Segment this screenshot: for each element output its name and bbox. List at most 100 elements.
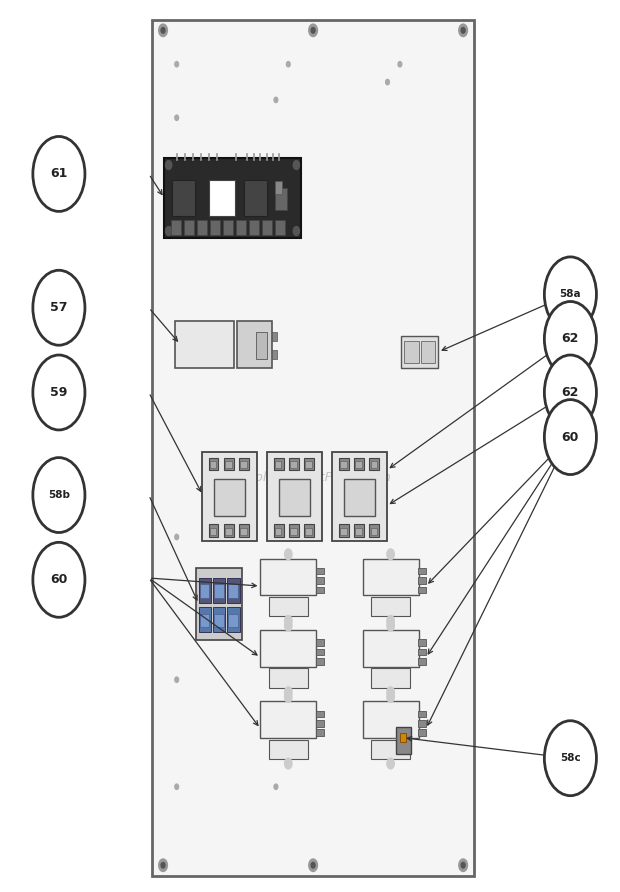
Circle shape (161, 28, 165, 33)
Bar (249, 220, 259, 235)
Text: 60: 60 (50, 574, 68, 586)
Circle shape (166, 227, 172, 235)
Circle shape (274, 97, 278, 103)
Circle shape (309, 859, 317, 871)
Circle shape (175, 115, 179, 120)
Bar (418, 658, 426, 665)
Bar (236, 220, 246, 235)
Bar (196, 568, 242, 640)
Bar (339, 458, 348, 470)
Bar (272, 350, 277, 359)
Bar (279, 479, 310, 516)
Circle shape (461, 863, 465, 868)
Bar (170, 220, 181, 235)
Bar (290, 528, 297, 535)
Bar (260, 701, 316, 738)
Circle shape (274, 784, 278, 789)
Bar (197, 220, 207, 235)
Text: 57: 57 (50, 301, 68, 314)
Circle shape (161, 863, 165, 868)
Circle shape (285, 620, 292, 631)
Bar (363, 558, 419, 595)
Circle shape (33, 136, 85, 211)
Bar (202, 452, 257, 541)
Bar (244, 180, 267, 216)
Bar (274, 458, 283, 470)
Circle shape (387, 687, 394, 698)
Bar (210, 220, 220, 235)
Bar (354, 458, 364, 470)
Text: 58b: 58b (48, 490, 70, 500)
Circle shape (387, 615, 394, 626)
Bar (225, 461, 232, 468)
Text: 60: 60 (562, 431, 579, 443)
Bar (275, 461, 281, 468)
Circle shape (285, 687, 292, 698)
Bar (275, 188, 287, 211)
Bar (200, 614, 210, 627)
Bar (256, 332, 267, 359)
Bar (418, 577, 426, 584)
Circle shape (459, 24, 467, 37)
Circle shape (309, 24, 317, 37)
Circle shape (175, 784, 179, 789)
Bar (355, 461, 362, 468)
Circle shape (387, 620, 394, 631)
Bar (363, 630, 419, 666)
Circle shape (285, 758, 292, 769)
Text: 58c: 58c (560, 753, 581, 764)
Bar (306, 528, 312, 535)
Bar (200, 584, 210, 598)
Bar (400, 733, 406, 742)
Bar (370, 458, 379, 470)
Bar (371, 739, 410, 759)
Bar (241, 528, 247, 535)
Bar (198, 607, 211, 632)
Circle shape (387, 549, 394, 559)
Bar (213, 607, 226, 632)
Circle shape (33, 458, 85, 533)
Bar (316, 587, 324, 593)
Bar (184, 220, 194, 235)
Bar (418, 648, 426, 656)
Text: 59: 59 (50, 386, 68, 399)
Circle shape (544, 400, 596, 475)
Bar (275, 528, 281, 535)
Bar (239, 458, 249, 470)
Bar (267, 452, 322, 541)
Circle shape (286, 62, 290, 67)
Circle shape (285, 549, 292, 559)
Bar (316, 640, 324, 646)
Bar (209, 458, 218, 470)
Bar (241, 461, 247, 468)
Bar (316, 577, 324, 584)
Bar (164, 158, 301, 238)
Circle shape (398, 62, 402, 67)
Bar (370, 524, 379, 537)
Text: eReplacementParts.com: eReplacementParts.com (229, 471, 391, 483)
Bar (152, 20, 474, 876)
Bar (213, 578, 226, 603)
Circle shape (461, 28, 465, 33)
Circle shape (544, 257, 596, 332)
Bar (269, 739, 308, 759)
Bar (371, 668, 410, 688)
Bar (316, 568, 324, 574)
Bar (418, 711, 426, 717)
Bar (175, 321, 234, 368)
Bar (210, 528, 216, 535)
Circle shape (285, 691, 292, 702)
Bar (355, 528, 362, 535)
Bar (228, 614, 238, 627)
Bar (209, 180, 235, 216)
Circle shape (293, 161, 299, 169)
Bar (274, 524, 283, 537)
Bar (198, 578, 211, 603)
Circle shape (387, 691, 394, 702)
Bar (272, 332, 277, 341)
Bar (289, 458, 299, 470)
Bar (290, 461, 297, 468)
Bar (262, 220, 272, 235)
Bar (418, 568, 426, 574)
Circle shape (544, 301, 596, 376)
